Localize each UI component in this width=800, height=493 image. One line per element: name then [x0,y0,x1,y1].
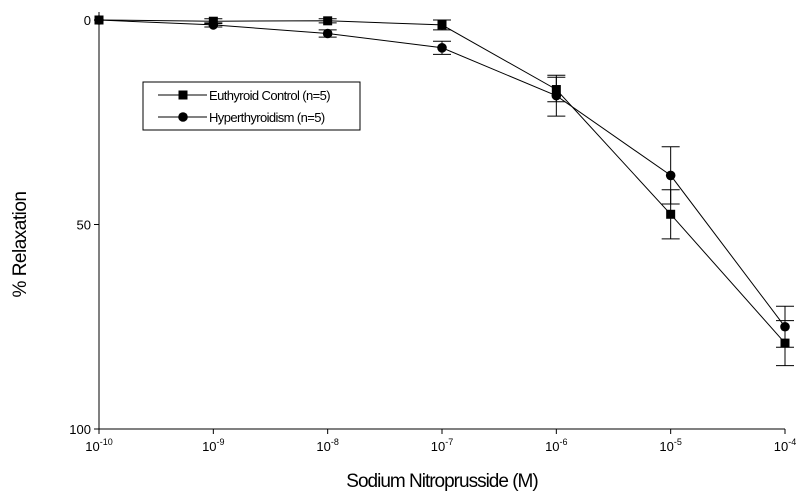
y-tick-label: 50 [77,218,91,233]
x-tick-label: 10-7 [431,437,453,454]
x-axis-title: Sodium Nitroprusside (M) [346,471,538,492]
y-tick-label: 0 [84,13,91,28]
x-tick-label: 10-8 [316,437,338,454]
legend-marker [178,90,188,100]
data-point [551,90,562,101]
data-point [437,20,447,30]
series-square [94,15,794,367]
data-point [94,15,104,25]
legend-box [142,81,361,131]
y-axis-title: % Relaxation [10,192,31,298]
legend-label: Hyperthyroidism (n=5) [209,110,325,125]
x-tick-label: 10-9 [202,437,224,454]
series-line [98,19,786,328]
data-point [665,170,676,181]
data-point [437,43,447,53]
data-point [780,321,790,332]
data-point [322,28,333,39]
series-circle [94,15,794,348]
plot-frame [98,12,785,430]
series-line [98,19,786,344]
legend-marker [178,112,188,122]
series-layer [94,15,794,367]
y-axis-ticks: 0 50 100 [69,13,99,437]
legend-label: Euthyroid Control (n=5) [209,88,330,103]
data-point [323,16,333,26]
legend: Euthyroid Control (n=5) Hyperthyroidism (… [142,81,361,131]
x-tick-label: 10-5 [659,437,681,454]
data-point [666,209,676,219]
x-tick-label: 10-4 [774,437,796,454]
data-point [208,20,219,30]
y-tick-label: 100 [69,422,91,437]
x-tick-label: 10-6 [545,437,567,454]
x-axis-ticks: 10-10 10-9 10-8 10-7 10-6 10-5 10-4 [85,429,796,454]
x-tick-label: 10-10 [85,437,112,454]
